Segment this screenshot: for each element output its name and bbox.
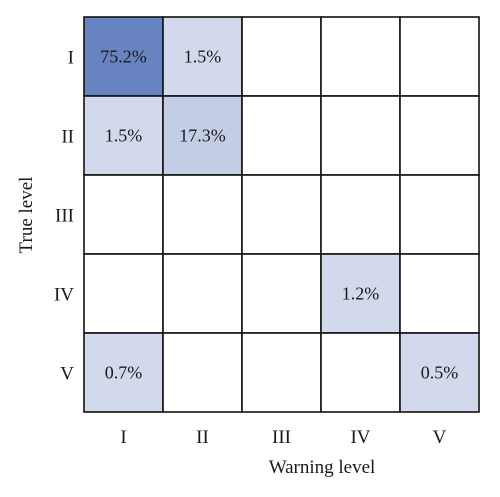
y-tick-label: V — [60, 364, 74, 385]
heatmap-cell-V-III — [241, 332, 322, 413]
heatmap-cell-I-III — [241, 16, 322, 97]
y-tick-label: II — [61, 127, 74, 148]
cell-value-label: 0.5% — [421, 363, 459, 383]
cell-value-label: 17.3% — [179, 126, 226, 146]
x-tick-label: II — [196, 427, 209, 448]
cell-value-label: 1.5% — [105, 126, 143, 146]
heatmap-cell-V-V — [399, 332, 480, 413]
x-tick-label: V — [433, 427, 447, 448]
heatmap-cell-labels: 75.2% 1.5% 1.5% 17.3% 1.2% 0.7% 0.5% — [100, 47, 458, 383]
cell-value-label: 0.7% — [105, 363, 143, 383]
heatmap-cell-III-I — [83, 174, 164, 255]
heatmap-cells — [83, 16, 480, 413]
heatmap-cell-II-IV — [320, 95, 401, 176]
heatmap-cell-IV-I — [83, 253, 164, 334]
heatmap-cell-IV-III — [241, 253, 322, 334]
heatmap-cell-II-V — [399, 95, 480, 176]
heatmap-cell-V-II — [162, 332, 243, 413]
heatmap-cell-III-III — [241, 174, 322, 255]
y-tick-label: I — [68, 48, 74, 69]
x-tick-label: IV — [350, 427, 370, 448]
heatmap-cell-I-V — [399, 16, 480, 97]
x-tick-label: III — [272, 427, 291, 448]
heatmap-cell-III-II — [162, 174, 243, 255]
heatmap-cell-III-V — [399, 174, 480, 255]
x-axis-title: Warning level — [269, 457, 376, 478]
heatmap-cell-II-I — [83, 95, 164, 176]
heatmap-cell-V-I — [83, 332, 164, 413]
y-tick-label: IV — [54, 285, 74, 306]
heatmap-cell-I-II — [162, 16, 243, 97]
y-tick-label: III — [55, 206, 74, 227]
heatmap-cell-I-I — [83, 16, 164, 97]
heatmap-cell-IV-II — [162, 253, 243, 334]
y-axis-title: True level — [16, 177, 37, 254]
x-axis-ticks: I II III IV V — [120, 427, 446, 448]
x-tick-label: I — [120, 427, 126, 448]
heatmap-cell-I-IV — [320, 16, 401, 97]
heatmap-cell-V-IV — [320, 332, 401, 413]
heatmap-cell-III-IV — [320, 174, 401, 255]
cell-value-label: 75.2% — [100, 47, 147, 67]
heatmap-cell-IV-V — [399, 253, 480, 334]
cell-value-label: 1.2% — [342, 284, 380, 304]
heatmap-cell-II-III — [241, 95, 322, 176]
cell-value-label: 1.5% — [184, 47, 222, 67]
